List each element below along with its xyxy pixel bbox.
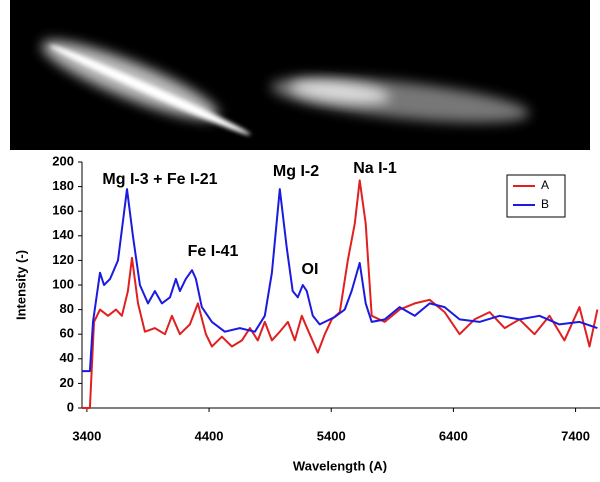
annotation: Mg I-2 [273,163,319,180]
annotation: Fe I-41 [188,243,239,260]
x-axis-title: Wavelength (A) [293,458,387,473]
y-tick-label: 20 [60,375,74,390]
y-tick-label: 160 [52,203,74,218]
x-tick-label: 3400 [72,428,101,443]
y-tick-label: 120 [52,252,74,267]
y-tick-label: 80 [60,301,74,316]
legend-label: A [541,178,549,192]
y-tick-label: 100 [52,276,74,291]
spectrum-image [10,0,590,150]
x-tick-label: 5400 [317,428,346,443]
y-tick-label: 40 [60,350,74,365]
legend-label: B [541,197,549,211]
y-axis-title: Intensity (-) [13,250,28,320]
annotation: Na I-1 [353,160,397,177]
legend-box [506,174,566,218]
x-tick-label: 7400 [561,428,590,443]
x-tick-label: 6400 [439,428,468,443]
y-tick-label: 180 [52,178,74,193]
y-tick-label: 140 [52,227,74,242]
chart: 0 20 40 60 80 100 120 140 160 180 200 3400 4400 5400 6… [13,153,600,473]
y-tick-label: 200 [52,153,74,168]
y-tick-label: 0 [67,399,74,414]
annotation: OI [302,261,319,278]
series-line [82,188,598,373]
annotation: Mg I-3 + Fe I-21 [102,171,217,188]
y-tick-label: 60 [60,326,74,341]
x-tick-label: 4400 [195,428,224,443]
